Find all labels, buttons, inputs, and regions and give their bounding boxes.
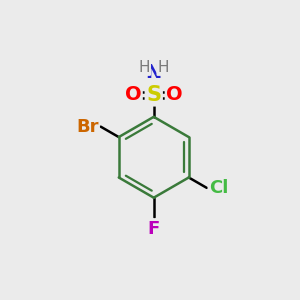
Text: O: O — [166, 85, 183, 104]
Text: N: N — [146, 64, 162, 83]
Text: S: S — [146, 85, 161, 105]
Text: F: F — [148, 220, 160, 238]
Text: Br: Br — [76, 118, 98, 136]
Text: O: O — [124, 85, 141, 104]
Text: Cl: Cl — [209, 179, 228, 197]
Text: H: H — [158, 60, 169, 75]
Text: H: H — [138, 60, 150, 75]
